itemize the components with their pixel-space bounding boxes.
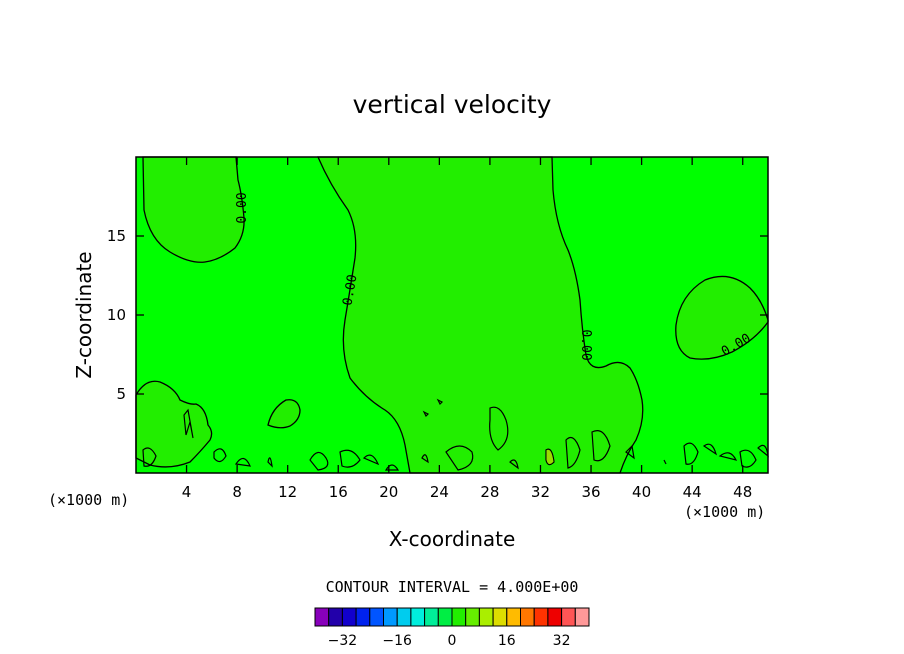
x-tick-label: 24 <box>430 483 449 501</box>
colorbar-swatch <box>355 607 371 627</box>
colorbar-swatch <box>328 607 343 627</box>
colorbar-swatch <box>341 607 357 627</box>
chart-title: vertical velocity <box>353 90 552 119</box>
contour-interval: CONTOUR INTERVAL = 4.000E+00 <box>326 578 579 596</box>
colorbar-swatch <box>520 607 535 627</box>
y-tick-label: 10 <box>107 306 126 324</box>
contour-region-blob-12 <box>267 399 301 429</box>
colorbar-swatch <box>314 607 330 627</box>
x-unit-right: (×1000 m) <box>684 503 765 521</box>
colorbar-tick-label: 32 <box>553 633 571 649</box>
contour-region-center <box>317 156 644 474</box>
contour-label: 0.00 <box>340 273 360 306</box>
colorbar-tick-label: −32 <box>328 633 358 649</box>
y-axis: 5 10 15 <box>107 227 768 403</box>
colorbar-swatch <box>478 607 494 627</box>
y-tick-label: 15 <box>107 227 126 245</box>
colorbar-swatch <box>396 607 412 627</box>
contour-region-right <box>675 275 769 360</box>
x-tick-label: 40 <box>632 483 651 501</box>
x-tick-label: 4 <box>182 483 192 501</box>
colorbar-tick-label: −16 <box>382 633 412 649</box>
plot-area: 0.00 0.00 0.00 0.00 4 8 12 16 20 24 28 32 36 40 44… <box>107 156 769 501</box>
contour-region-top-left <box>142 156 245 263</box>
colorbar-swatch <box>574 607 590 627</box>
colorbar: −32 −16 0 16 32 <box>314 607 590 649</box>
x-unit-left: (×1000 m) <box>48 491 129 509</box>
colorbar-swatch <box>369 607 384 627</box>
x-tick-label: 32 <box>531 483 550 501</box>
y-axis-label: Z-coordinate <box>72 251 96 378</box>
colorbar-swatch <box>410 607 426 627</box>
x-tick-label: 48 <box>733 483 752 501</box>
contour-region-bottom-left <box>135 380 213 468</box>
colorbar-tick-label: 0 <box>448 633 457 649</box>
colorbar-swatch <box>506 607 521 627</box>
colorbar-swatch <box>492 607 508 627</box>
x-axis: 4 8 12 16 20 24 28 32 36 40 44 48 <box>182 157 752 501</box>
y-tick-label: 5 <box>116 385 126 403</box>
colorbar-tick-label: 16 <box>498 633 516 649</box>
colorbar-swatch <box>451 607 467 627</box>
x-tick-label: 16 <box>329 483 348 501</box>
contour-labels: 0.00 0.00 0.00 0.00 <box>235 192 754 360</box>
colorbar-swatch <box>533 607 549 627</box>
colorbar-swatch <box>561 607 576 627</box>
colorbar-swatch <box>424 607 439 627</box>
colorbar-swatch <box>437 607 453 627</box>
contour-yellow-blob <box>545 448 555 466</box>
x-tick-label: 28 <box>480 483 499 501</box>
x-tick-label: 36 <box>581 483 600 501</box>
colorbar-swatch <box>547 607 563 627</box>
colorbar-swatch <box>383 607 398 627</box>
x-tick-label: 12 <box>278 483 297 501</box>
colorbar-swatch <box>465 607 480 627</box>
contour-label: 0.00 <box>578 329 593 360</box>
x-tick-label: 20 <box>379 483 398 501</box>
x-tick-label: 8 <box>232 483 242 501</box>
x-tick-label: 44 <box>683 483 702 501</box>
contour-label: 0.00 <box>235 192 250 223</box>
x-axis-label: X-coordinate <box>389 527 516 551</box>
